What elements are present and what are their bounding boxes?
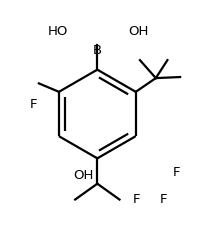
Text: F: F — [160, 193, 168, 205]
Text: HO: HO — [47, 25, 68, 38]
Text: F: F — [172, 165, 180, 178]
Text: F: F — [30, 98, 37, 111]
Text: B: B — [93, 44, 102, 57]
Text: OH: OH — [128, 25, 148, 38]
Text: OH: OH — [73, 168, 94, 181]
Text: F: F — [133, 193, 140, 205]
